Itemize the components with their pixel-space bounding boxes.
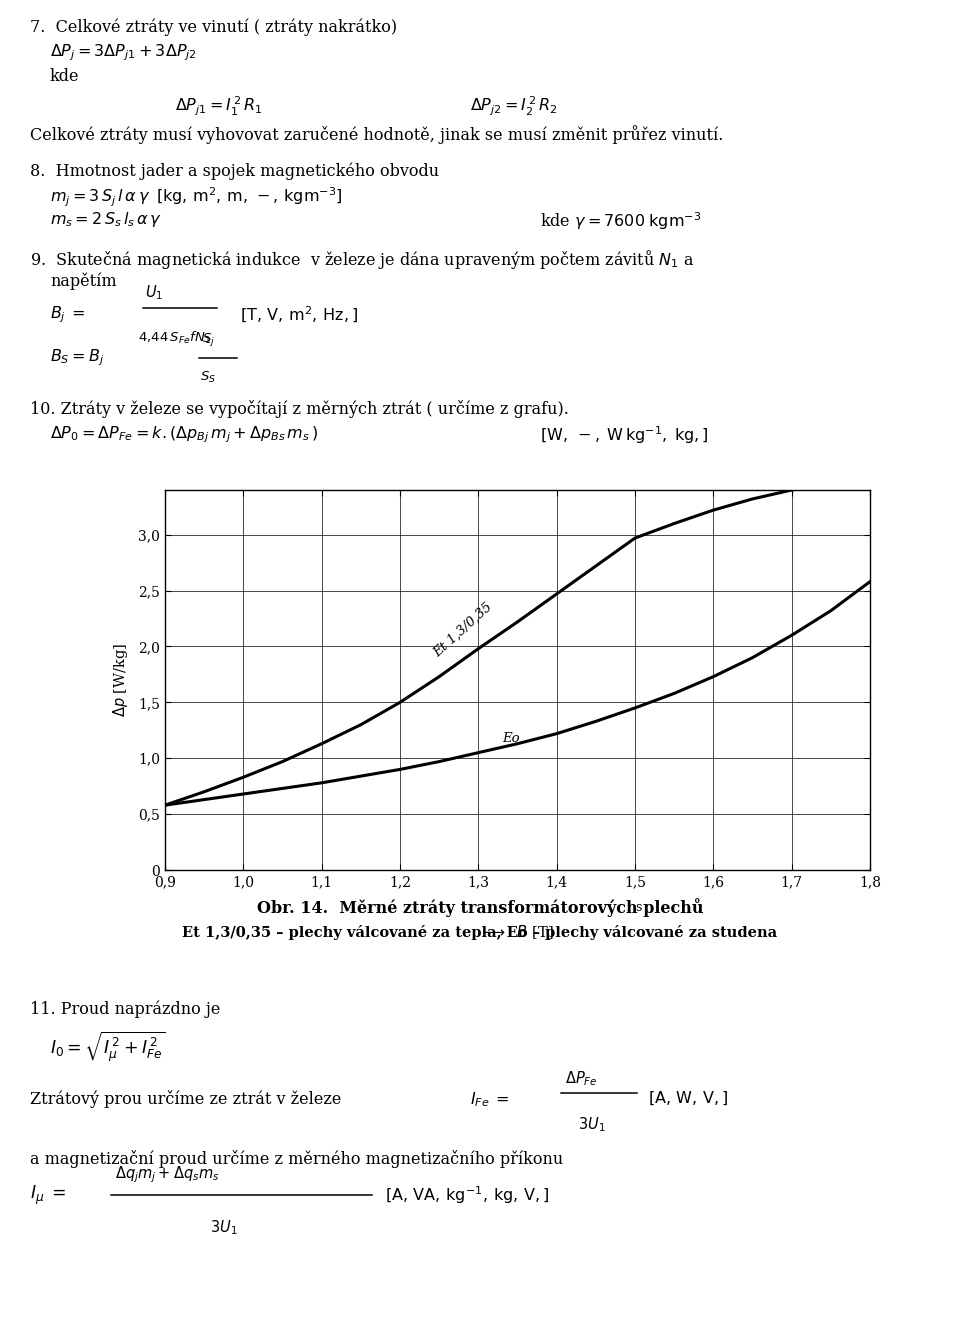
Text: $\Delta P_{j2} = I_2^{\,2}\,R_2$: $\Delta P_{j2} = I_2^{\,2}\,R_2$: [470, 95, 558, 119]
Text: 11. Proud naprázdno je: 11. Proud naprázdno je: [30, 1000, 221, 1017]
Text: $I_\mu\;=$: $I_\mu\;=$: [30, 1184, 66, 1206]
Text: Ztrátový prou určíme ze ztrát v železe: Ztrátový prou určíme ze ztrát v železe: [30, 1090, 342, 1108]
Text: 7.  Celkové ztráty ve vinutí ( ztráty nakrátko): 7. Celkové ztráty ve vinutí ( ztráty nak…: [30, 18, 397, 36]
Text: $I_{Fe}\;=$: $I_{Fe}\;=$: [470, 1090, 510, 1108]
Text: napětím: napětím: [50, 272, 116, 289]
Text: Et 1,3/0,35 – plechy válcované za tepla, Eo – plechy válcované za studena: Et 1,3/0,35 – plechy válcované za tepla,…: [182, 925, 778, 941]
Text: Et 1,3/0,35: Et 1,3/0,35: [431, 601, 495, 660]
Text: s: s: [636, 901, 642, 914]
Text: kde: kde: [50, 67, 80, 85]
Text: $I_0 = \sqrt{I_\mu^{\,2} + I_{Fe}^{\,2}}$: $I_0 = \sqrt{I_\mu^{\,2} + I_{Fe}^{\,2}}…: [50, 1030, 165, 1065]
Text: 10. Ztráty v železe se vypočítají z měrných ztrát ( určíme z grafu).: 10. Ztráty v železe se vypočítají z měrn…: [30, 400, 569, 417]
Text: $m_s = 2\,S_s\,l_s\,\alpha\,\gamma$: $m_s = 2\,S_s\,l_s\,\alpha\,\gamma$: [50, 210, 162, 229]
Text: a magnetizační proud určíme z měrného magnetizačního příkonu: a magnetizační proud určíme z měrného ma…: [30, 1151, 564, 1168]
Text: kde $\gamma = 7600\;\mathrm{kgm^{-3}}$: kde $\gamma = 7600\;\mathrm{kgm^{-3}}$: [540, 210, 702, 231]
Text: $B_S = B_j$: $B_S = B_j$: [50, 347, 105, 369]
Text: $\Delta q_j m_j + \Delta q_s m_s$: $\Delta q_j m_j + \Delta q_s m_s$: [115, 1164, 220, 1185]
Text: 9.  Skutečná magnetická indukce  v železe je dána upraveným počtem závitů $N_1$ : 9. Skutečná magnetická indukce v železe …: [30, 248, 694, 271]
Text: $U_1$: $U_1$: [145, 283, 163, 303]
Text: $\longrightarrow$  $B$ [T]: $\longrightarrow$ $B$ [T]: [481, 923, 554, 942]
Text: 8.  Hmotnost jader a spojek magnetického obvodu: 8. Hmotnost jader a spojek magnetického …: [30, 162, 439, 180]
Text: $[\mathrm{A,\,VA,\,kg^{-1},\,kg,\,V,}]$: $[\mathrm{A,\,VA,\,kg^{-1},\,kg,\,V,}]$: [385, 1184, 549, 1206]
Text: $[\mathrm{W,\; -,\; W\,kg^{-1},\; kg,}]$: $[\mathrm{W,\; -,\; W\,kg^{-1},\; kg,}]$: [540, 424, 708, 445]
Text: $[\mathrm{T,\,V,\,m^2,\, Hz,}]$: $[\mathrm{T,\,V,\,m^2,\, Hz,}]$: [240, 305, 358, 325]
Text: $S_j$: $S_j$: [202, 332, 215, 347]
Text: $m_j = 3\,S_j\,l\,\alpha\,\gamma\;\;[\mathrm{kg,\,m^2,\, m,\, -,\, kgm^{-3}}]$: $m_j = 3\,S_j\,l\,\alpha\,\gamma\;\;[\ma…: [50, 186, 343, 209]
Text: $\Delta P_j = 3\Delta P_{j1} + 3\Delta P_{j2}$: $\Delta P_j = 3\Delta P_{j1} + 3\Delta P…: [50, 42, 197, 62]
Text: $\Delta P_{j1} = I_1^{\,2}\,R_1$: $\Delta P_{j1} = I_1^{\,2}\,R_1$: [175, 95, 263, 119]
Text: $3U_1$: $3U_1$: [210, 1218, 237, 1236]
Text: $B_j\;=$: $B_j\;=$: [50, 305, 85, 325]
Y-axis label: $\Delta p$ [W/kg]: $\Delta p$ [W/kg]: [110, 643, 130, 717]
Text: Obr. 14.  Měrné ztráty transformátorových plechů: Obr. 14. Měrné ztráty transformátorových…: [256, 898, 704, 917]
Text: Eo: Eo: [502, 732, 519, 745]
Text: $4{,}44\,S_{Fe}fN_1$: $4{,}44\,S_{Fe}fN_1$: [138, 330, 211, 346]
Text: Celkové ztráty musí vyhovovat zaručené hodnotě, jinak se musí změnit průřez vinu: Celkové ztráty musí vyhovovat zaručené h…: [30, 125, 724, 144]
Text: $3U_1$: $3U_1$: [578, 1115, 606, 1133]
Text: $[\mathrm{A,\,W,\,V,}]$: $[\mathrm{A,\,W,\,V,}]$: [648, 1090, 729, 1107]
Text: $\Delta P_{Fe}$: $\Delta P_{Fe}$: [565, 1069, 597, 1089]
Text: $\Delta P_0 = \Delta P_{Fe} = k.(\Delta p_{Bj}\,m_j + \Delta p_{Bs}\,m_s\,)$: $\Delta P_0 = \Delta P_{Fe} = k.(\Delta …: [50, 424, 319, 445]
Text: $S_S$: $S_S$: [200, 370, 216, 386]
